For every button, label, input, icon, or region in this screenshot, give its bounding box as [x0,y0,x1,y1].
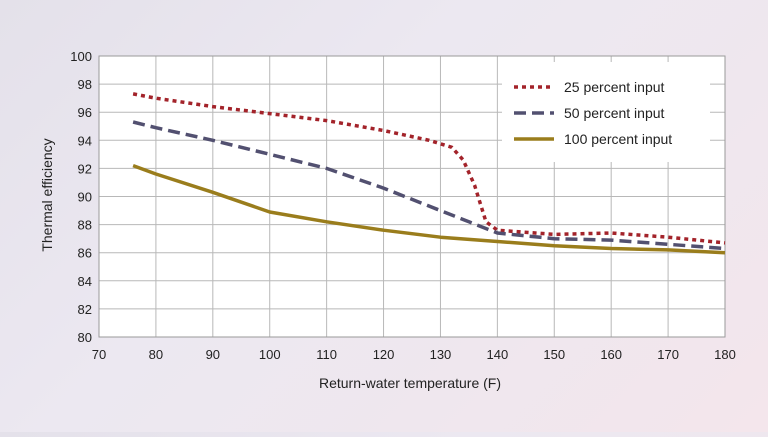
x-axis-label: Return-water temperature (F) [319,375,501,391]
y-tick-label: 80 [78,330,92,345]
y-tick-label: 96 [78,105,92,120]
x-tick-label: 90 [206,347,220,362]
x-tick-label: 120 [373,347,395,362]
legend-label: 25 percent input [564,79,665,95]
x-tick-label: 100 [259,347,281,362]
y-tick-label: 94 [78,133,92,148]
x-tick-label: 140 [487,347,509,362]
x-tick-label: 110 [316,347,337,362]
series-line-100-percent-input [132,163,726,255]
y-axis-label: Thermal efficiency [39,138,55,251]
y-tick-label: 100 [70,49,92,64]
x-tick-label: 150 [543,347,565,362]
x-tick-label: 170 [657,347,679,362]
y-tick-label: 88 [78,218,92,233]
plot-border [98,55,726,338]
legend-label: 100 percent input [564,131,672,147]
legend-label: 50 percent input [564,105,665,121]
x-tick-label: 130 [430,347,452,362]
y-tick-label: 92 [78,161,92,176]
x-tick-label: 80 [149,347,163,362]
x-tick-label: 160 [600,347,622,362]
series-line-50-percent-input [132,120,726,251]
y-tick-label: 86 [78,246,92,261]
series-line-25-percent-input [132,92,726,245]
y-tick-label: 90 [78,190,92,205]
y-tick-label: 98 [78,77,92,92]
x-tick-label: 180 [714,347,736,362]
y-tick-label: 84 [78,274,92,289]
y-tick-label: 82 [78,302,92,317]
x-tick-label: 70 [92,347,106,362]
